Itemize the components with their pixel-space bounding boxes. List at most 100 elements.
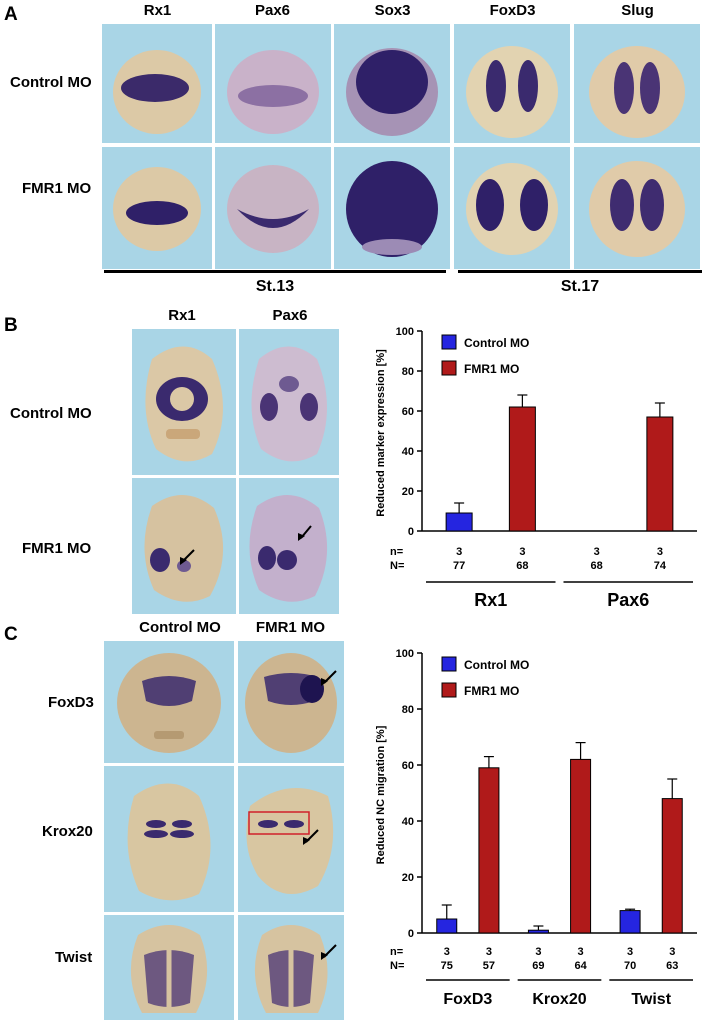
embryo-image: [215, 147, 331, 269]
embryo-image: [334, 24, 450, 143]
n-row-label: n=: [390, 546, 403, 558]
N-value: 69: [532, 960, 544, 972]
N-value: 68: [591, 560, 603, 572]
stage-label-st17: St.17: [560, 278, 600, 295]
panel-c-label: C: [4, 624, 18, 645]
N-value: 68: [516, 560, 528, 572]
embryo-image: [238, 641, 344, 763]
stage-label-st13: St.13: [255, 278, 295, 295]
y-tick-label: 80: [402, 366, 414, 378]
embryo-image: [104, 766, 234, 912]
y-axis-title: Reduced marker expression [%]: [375, 349, 387, 517]
group-label: FoxD3: [443, 991, 492, 1008]
y-tick-label: 100: [396, 648, 414, 660]
embryo-image: [104, 641, 234, 763]
y-tick-label: 20: [402, 872, 414, 884]
embryo-image: [238, 915, 344, 1020]
embryo-image: [132, 478, 236, 614]
y-axis-title: Reduced NC migration [%]: [375, 725, 387, 864]
bar: [436, 918, 458, 934]
embryo-image: [454, 24, 570, 143]
embryo-image: [102, 147, 212, 269]
n-value: 3: [486, 946, 492, 958]
N-value: 74: [654, 560, 667, 572]
bar: [661, 798, 683, 934]
y-tick-label: 60: [402, 406, 414, 418]
embryo-image: [239, 329, 339, 475]
row-label-krox20: Krox20: [42, 823, 93, 840]
bar: [570, 758, 592, 934]
panel-a-label: A: [4, 4, 18, 25]
legend-label: Control MO: [464, 658, 529, 672]
legend-label: FMR1 MO: [464, 362, 519, 376]
y-tick-label: 80: [402, 704, 414, 716]
row-label-foxd3: FoxD3: [48, 694, 94, 711]
bar: [619, 910, 641, 934]
n-row-label: n=: [390, 946, 403, 958]
embryo-image: [454, 147, 570, 269]
n-value: 3: [594, 546, 600, 558]
col-header-control-mo: Control MO: [139, 619, 221, 636]
n-value: 3: [669, 946, 675, 958]
N-value: 75: [441, 960, 453, 972]
col-header-rx1: Rx1: [143, 2, 172, 19]
embryo-image: [574, 147, 700, 269]
embryo-image: [574, 24, 700, 143]
bar: [478, 767, 500, 934]
y-tick-label: 60: [402, 760, 414, 772]
y-tick-label: 100: [396, 326, 414, 338]
embryo-image: [102, 24, 212, 143]
bar: [646, 416, 674, 532]
bar: [445, 512, 473, 532]
y-tick-label: 0: [408, 928, 414, 940]
N-row-label: N=: [390, 560, 404, 572]
row-label-control-mo: Control MO: [10, 74, 92, 91]
stage-bar: [458, 270, 702, 273]
group-label: Pax6: [607, 590, 649, 610]
n-value: 3: [444, 946, 450, 958]
y-tick-label: 40: [402, 446, 414, 458]
col-header-slug: Slug: [621, 2, 654, 19]
embryo-image: [215, 24, 331, 143]
embryo-image: [334, 147, 450, 269]
legend-swatch: [441, 682, 457, 698]
embryo-image: [238, 766, 344, 912]
group-label: Rx1: [474, 590, 507, 610]
row-label-fmr1-mo: FMR1 MO: [22, 540, 92, 557]
legend-swatch: [441, 360, 457, 376]
legend-label: Control MO: [464, 336, 529, 350]
embryo-image: [239, 478, 339, 614]
N-value: 70: [624, 960, 636, 972]
legend-label: FMR1 MO: [464, 684, 519, 698]
chart-c: Reduced NC migration [%] 0 20 40 60 80 100 Con…: [375, 648, 697, 1008]
N-row-label: N=: [390, 960, 404, 972]
n-value: 3: [578, 946, 584, 958]
col-header-foxd3: FoxD3: [489, 2, 536, 19]
col-header-pax6: Pax6: [254, 2, 291, 19]
bar: [508, 406, 536, 532]
stage-bar: [104, 270, 446, 273]
n-value: 3: [657, 546, 663, 558]
row-label-control-mo: Control MO: [10, 405, 92, 422]
row-label-fmr1-mo: FMR1 MO: [22, 180, 92, 197]
bar: [527, 929, 549, 934]
chart-b: Reduced marker expression [%] 0 20 40 60 80 1…: [375, 326, 697, 610]
embryo-image: [132, 329, 236, 475]
n-value: 3: [535, 946, 541, 958]
n-value: 3: [519, 546, 525, 558]
col-header-sox3: Sox3: [374, 2, 411, 19]
embryo-image: [104, 915, 234, 1020]
N-value: 64: [574, 960, 587, 972]
group-label: Krox20: [532, 991, 586, 1008]
n-value: 3: [627, 946, 633, 958]
y-tick-label: 20: [402, 486, 414, 498]
N-value: 77: [453, 560, 465, 572]
col-header-fmr1-mo: FMR1 MO: [255, 619, 326, 636]
N-value: 63: [666, 960, 678, 972]
n-value: 3: [456, 546, 462, 558]
y-tick-label: 0: [408, 526, 414, 538]
group-label: Twist: [631, 991, 671, 1008]
legend-swatch: [441, 334, 457, 350]
legend-swatch: [441, 656, 457, 672]
N-value: 57: [483, 960, 495, 972]
